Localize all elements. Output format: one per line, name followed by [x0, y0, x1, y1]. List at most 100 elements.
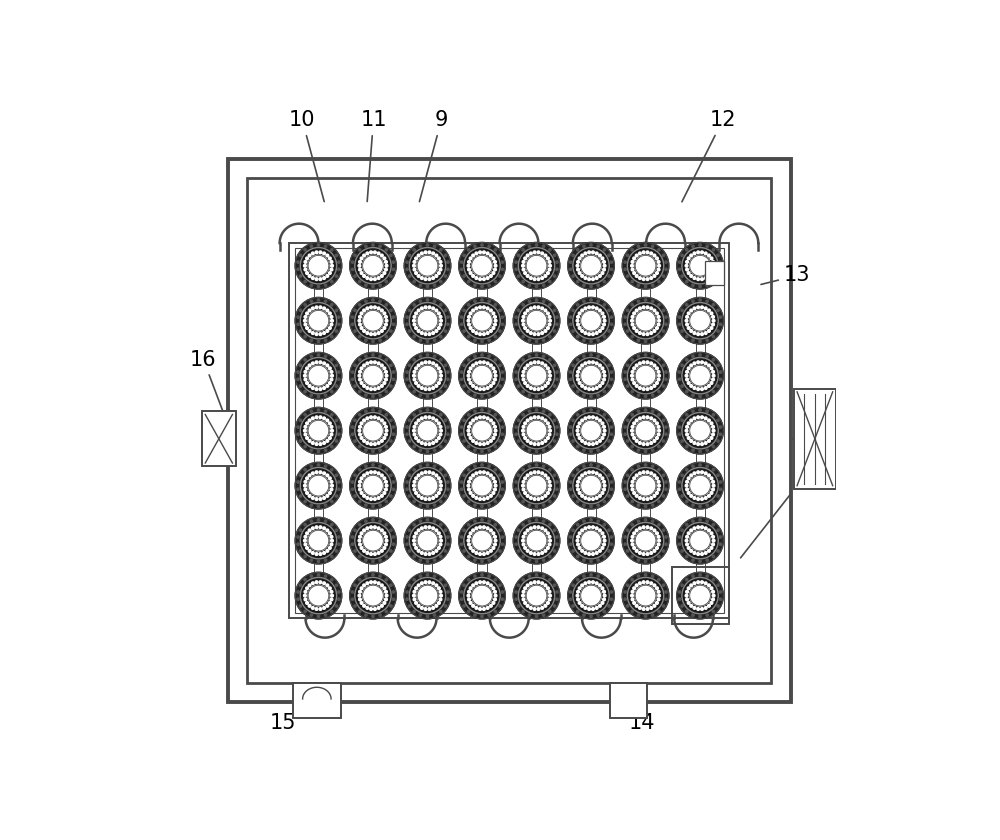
- Circle shape: [356, 524, 390, 558]
- Circle shape: [413, 523, 415, 526]
- Circle shape: [302, 524, 335, 558]
- Circle shape: [385, 598, 387, 601]
- Circle shape: [642, 580, 645, 584]
- Circle shape: [599, 364, 601, 367]
- Circle shape: [460, 598, 463, 601]
- Circle shape: [712, 426, 714, 428]
- Circle shape: [306, 367, 308, 370]
- Circle shape: [365, 575, 367, 577]
- Circle shape: [599, 275, 601, 277]
- Circle shape: [365, 300, 367, 302]
- Circle shape: [304, 426, 307, 428]
- Circle shape: [719, 598, 722, 601]
- Circle shape: [444, 550, 447, 552]
- Circle shape: [426, 450, 429, 453]
- Circle shape: [690, 275, 693, 277]
- Circle shape: [533, 443, 536, 445]
- Circle shape: [528, 520, 531, 522]
- Circle shape: [338, 268, 340, 270]
- Circle shape: [366, 307, 369, 310]
- Circle shape: [411, 414, 444, 448]
- Circle shape: [657, 323, 660, 326]
- Circle shape: [569, 536, 572, 538]
- Circle shape: [324, 245, 327, 248]
- Circle shape: [413, 359, 415, 361]
- Circle shape: [413, 249, 415, 251]
- Circle shape: [603, 539, 606, 542]
- Circle shape: [637, 575, 640, 577]
- Circle shape: [295, 462, 342, 509]
- Circle shape: [693, 582, 696, 585]
- Circle shape: [629, 304, 662, 338]
- Circle shape: [475, 582, 478, 585]
- Circle shape: [440, 265, 442, 267]
- Circle shape: [358, 501, 361, 502]
- Circle shape: [693, 252, 696, 255]
- Circle shape: [584, 527, 587, 530]
- Circle shape: [520, 414, 553, 448]
- Circle shape: [483, 443, 485, 445]
- Circle shape: [374, 388, 376, 391]
- Circle shape: [326, 255, 329, 257]
- Circle shape: [683, 524, 717, 558]
- Circle shape: [372, 244, 374, 246]
- Circle shape: [650, 496, 653, 499]
- Circle shape: [306, 312, 308, 315]
- Circle shape: [577, 304, 579, 306]
- Circle shape: [355, 522, 391, 559]
- Circle shape: [690, 585, 710, 606]
- Circle shape: [658, 391, 660, 393]
- Circle shape: [359, 268, 361, 271]
- Circle shape: [415, 367, 417, 370]
- Circle shape: [338, 488, 340, 491]
- Circle shape: [317, 615, 320, 617]
- Circle shape: [610, 480, 613, 483]
- Circle shape: [681, 529, 683, 532]
- Circle shape: [411, 524, 444, 558]
- Circle shape: [690, 529, 693, 532]
- Circle shape: [522, 535, 525, 538]
- Circle shape: [542, 284, 545, 286]
- Text: 9: 9: [419, 110, 448, 202]
- Circle shape: [553, 419, 556, 422]
- Circle shape: [693, 386, 696, 390]
- Circle shape: [319, 471, 322, 474]
- Circle shape: [603, 268, 605, 271]
- Circle shape: [697, 580, 699, 584]
- Circle shape: [383, 437, 386, 439]
- Circle shape: [639, 332, 641, 334]
- Bar: [368, 343, 378, 354]
- Circle shape: [535, 464, 538, 466]
- Circle shape: [681, 474, 683, 476]
- Circle shape: [492, 271, 495, 275]
- Circle shape: [653, 385, 656, 387]
- Circle shape: [610, 591, 613, 593]
- Circle shape: [651, 465, 654, 467]
- Circle shape: [467, 265, 470, 267]
- Circle shape: [549, 359, 551, 361]
- Circle shape: [639, 527, 641, 530]
- Circle shape: [717, 385, 719, 387]
- Circle shape: [685, 429, 688, 432]
- Circle shape: [577, 370, 579, 373]
- Circle shape: [569, 261, 572, 263]
- Circle shape: [568, 243, 614, 289]
- Circle shape: [577, 543, 579, 546]
- Circle shape: [494, 249, 496, 251]
- Circle shape: [595, 386, 598, 390]
- Circle shape: [697, 553, 699, 555]
- Circle shape: [335, 419, 338, 422]
- Circle shape: [548, 433, 551, 436]
- Circle shape: [319, 278, 322, 281]
- Circle shape: [408, 419, 411, 422]
- Circle shape: [693, 552, 696, 554]
- Circle shape: [548, 598, 551, 601]
- Circle shape: [697, 306, 699, 308]
- Circle shape: [474, 504, 476, 507]
- Circle shape: [524, 381, 526, 385]
- Circle shape: [637, 245, 640, 248]
- Circle shape: [595, 417, 598, 420]
- Circle shape: [678, 536, 681, 538]
- Circle shape: [548, 543, 551, 546]
- Circle shape: [583, 559, 585, 561]
